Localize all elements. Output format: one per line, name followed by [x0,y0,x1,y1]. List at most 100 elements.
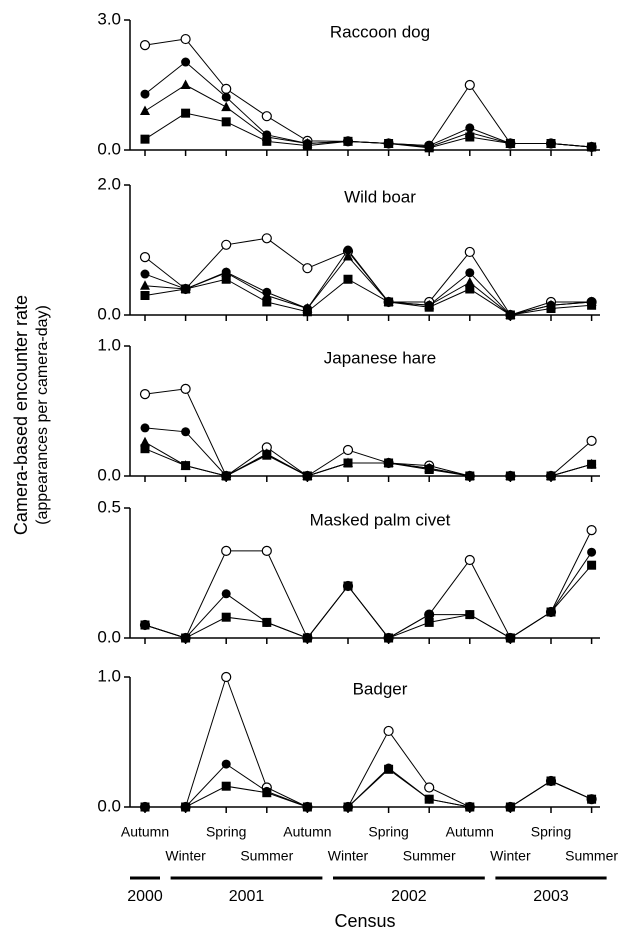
marker [221,267,232,277]
marker [221,239,232,250]
marker [180,383,191,394]
marker [384,297,394,307]
marker [384,764,394,774]
marker [424,794,434,804]
marker [384,458,394,468]
series-line [144,448,592,477]
x-tick-label: Autumn [121,824,169,840]
marker [424,465,434,474]
x-tick-label: Summer [565,848,618,864]
y-tick-label: 0.0 [97,465,121,484]
panel-title: Wild boar [344,187,416,206]
series-line [144,551,593,639]
y-tick-label: 0.5 [97,497,121,516]
marker [587,142,597,152]
marker [221,101,232,112]
marker [546,304,556,313]
marker [343,581,353,591]
marker [343,136,353,146]
marker [140,134,150,144]
marker [261,111,272,122]
marker [586,435,597,446]
marker [343,458,353,468]
series-line [144,61,592,148]
marker [140,269,150,279]
marker [221,471,231,481]
x-tick-label: Winter [490,848,531,864]
marker [180,33,191,45]
marker [424,610,434,620]
marker [587,547,597,557]
marker [424,782,435,793]
marker [139,389,151,400]
marker [465,268,475,278]
marker [221,589,231,599]
marker [587,459,597,469]
marker [221,274,231,284]
marker [302,471,312,481]
x-tick-label: Autumn [446,824,494,840]
panel-title: Japanese hare [324,348,436,367]
y-tick-label: 1.0 [97,335,121,354]
marker [221,83,232,95]
marker [505,802,515,812]
marker [221,759,231,769]
marker [180,79,191,89]
marker [221,612,231,622]
marker [343,274,353,284]
year-label: 2000 [127,888,163,905]
series-line [144,427,592,477]
y-tick-label: 0.0 [97,304,121,323]
panel-title: Raccoon dog [330,22,430,41]
x-tick-label: Spring [531,824,571,840]
panel-title: Masked palm civet [310,510,451,529]
marker [424,143,434,153]
marker [140,444,150,454]
marker [181,633,191,643]
series-line [144,112,592,149]
marker [546,776,556,786]
marker [261,545,272,557]
year-label: 2003 [533,888,569,905]
marker [140,89,150,99]
marker [139,40,151,51]
panel-title: Badger [353,679,408,698]
y-tick-label: 3.0 [97,9,121,28]
x-tick-label: Spring [368,824,408,840]
y-tick-label: 1.0 [97,666,121,685]
marker [262,136,272,146]
marker [140,291,150,300]
marker [221,671,232,683]
series-line [144,441,592,477]
x-tick-label: Summer [403,848,456,864]
series-line [144,278,592,316]
x-tick-label: Winter [165,848,206,864]
marker [465,471,475,481]
x-tick-label: Autumn [283,824,331,840]
marker [181,284,191,294]
year-label: 2001 [229,888,265,905]
marker [140,802,150,812]
marker [546,471,556,481]
marker [140,105,150,115]
year-label: 2002 [391,888,427,905]
x-tick-label: Spring [206,824,246,840]
y-tick-label: 0.0 [97,796,121,815]
marker [505,633,515,643]
marker [261,290,272,300]
marker [302,802,312,812]
marker [139,252,151,263]
marker [384,633,394,643]
marker [140,620,150,630]
y-axis-label: (appearances per camera-day) [34,305,51,525]
marker [342,444,354,456]
marker [302,263,313,274]
marker [262,297,272,307]
x-axis-label: Census [334,911,395,931]
series-line [144,38,592,148]
marker [465,132,475,142]
marker [302,633,312,643]
y-axis-label: Camera-based encounter rate [11,295,31,535]
marker [181,427,191,437]
